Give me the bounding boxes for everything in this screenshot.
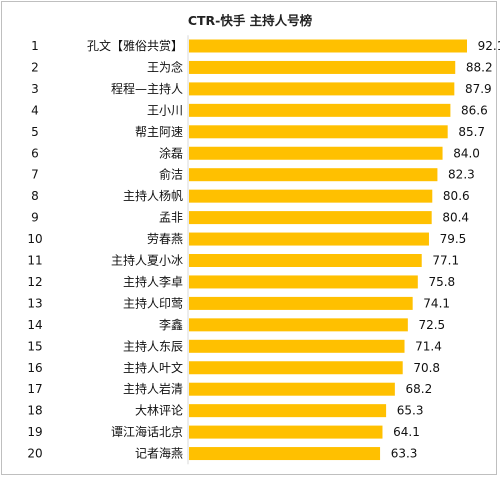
rank-label: 11 [27, 254, 42, 268]
category-label: 俞洁 [159, 167, 183, 182]
chart-title: CTR-快手 主持人号榜 [187, 13, 313, 28]
category-label: 劳春燕 [147, 232, 183, 246]
rank-label: 9 [31, 211, 39, 225]
bar [189, 254, 422, 267]
category-label: 孟非 [159, 211, 183, 225]
bar [189, 318, 408, 332]
bar [189, 39, 467, 53]
data-label: 79.5 [440, 232, 467, 246]
data-label: 86.6 [461, 103, 488, 117]
category-label: 主持人杨帆 [123, 188, 183, 203]
data-label: 92.1 [478, 39, 500, 53]
data-label: 70.8 [413, 361, 440, 375]
category-label: 主持人岩清 [123, 381, 183, 396]
category-label: 主持人印莺 [123, 295, 183, 310]
data-label: 80.4 [442, 211, 469, 225]
data-label: 84.0 [453, 146, 480, 160]
data-label: 77.1 [432, 254, 459, 268]
category-label: 主持人叶文 [123, 360, 183, 375]
bar [189, 232, 429, 246]
bar [189, 189, 433, 203]
bar [189, 447, 381, 461]
bar [189, 168, 438, 182]
rank-label: 3 [31, 82, 39, 96]
rank-label: 5 [31, 125, 39, 139]
rank-label: 1 [31, 39, 39, 53]
data-label: 74.1 [423, 296, 450, 310]
category-label: 孔文【雅俗共赏】 [87, 38, 183, 53]
data-label: 68.2 [405, 382, 432, 396]
category-label: 帮主阿速 [135, 125, 183, 139]
bar [189, 103, 451, 117]
category-label: 主持人夏小冰 [111, 253, 183, 268]
rank-label: 15 [27, 339, 42, 353]
rank-label: 7 [31, 168, 39, 182]
category-label: 主持人李卓 [123, 274, 183, 289]
bar [189, 404, 387, 418]
bar [189, 125, 448, 139]
data-label: 75.8 [428, 275, 455, 289]
category-label: 谭江海话北京 [111, 424, 183, 439]
bar [189, 296, 413, 310]
data-label: 88.2 [466, 60, 493, 74]
bar [189, 339, 405, 353]
rank-label: 20 [27, 447, 42, 461]
category-label: 王为念 [147, 59, 183, 74]
data-label: 85.7 [458, 125, 485, 139]
rank-label: 10 [27, 232, 42, 246]
data-label: 72.5 [418, 318, 445, 332]
bar [189, 82, 455, 96]
category-label: 记者海燕 [135, 446, 183, 461]
rank-label: 19 [27, 425, 42, 439]
category-label: 主持人东辰 [123, 338, 183, 353]
rank-label: 6 [31, 146, 39, 160]
rank-label: 12 [27, 275, 42, 289]
data-label: 80.6 [443, 189, 470, 203]
category-label: 涂磊 [159, 145, 183, 160]
rank-label: 13 [27, 296, 42, 310]
data-label: 63.3 [391, 447, 418, 461]
rank-label: 2 [31, 60, 39, 74]
rank-label: 16 [27, 361, 42, 375]
bar [189, 425, 383, 439]
data-label: 71.4 [415, 339, 442, 353]
data-label: 65.3 [397, 404, 424, 418]
bar [189, 146, 443, 160]
data-label: 87.9 [465, 82, 492, 96]
bar [189, 60, 456, 74]
category-label: 李鑫 [159, 317, 183, 332]
bar [189, 382, 395, 396]
rank-label: 18 [27, 404, 42, 418]
bar [189, 211, 432, 225]
data-label: 82.3 [448, 168, 475, 182]
category-label: 大林评论 [135, 404, 183, 418]
rank-label: 8 [31, 189, 39, 203]
bar [189, 275, 418, 289]
category-label: 程程—主持人 [111, 81, 183, 96]
category-label: 王小川 [147, 103, 183, 117]
bar [189, 361, 403, 375]
rank-label: 17 [27, 382, 42, 396]
rank-label: 4 [31, 103, 39, 117]
data-label: 64.1 [393, 425, 420, 439]
rank-label: 14 [27, 318, 42, 332]
